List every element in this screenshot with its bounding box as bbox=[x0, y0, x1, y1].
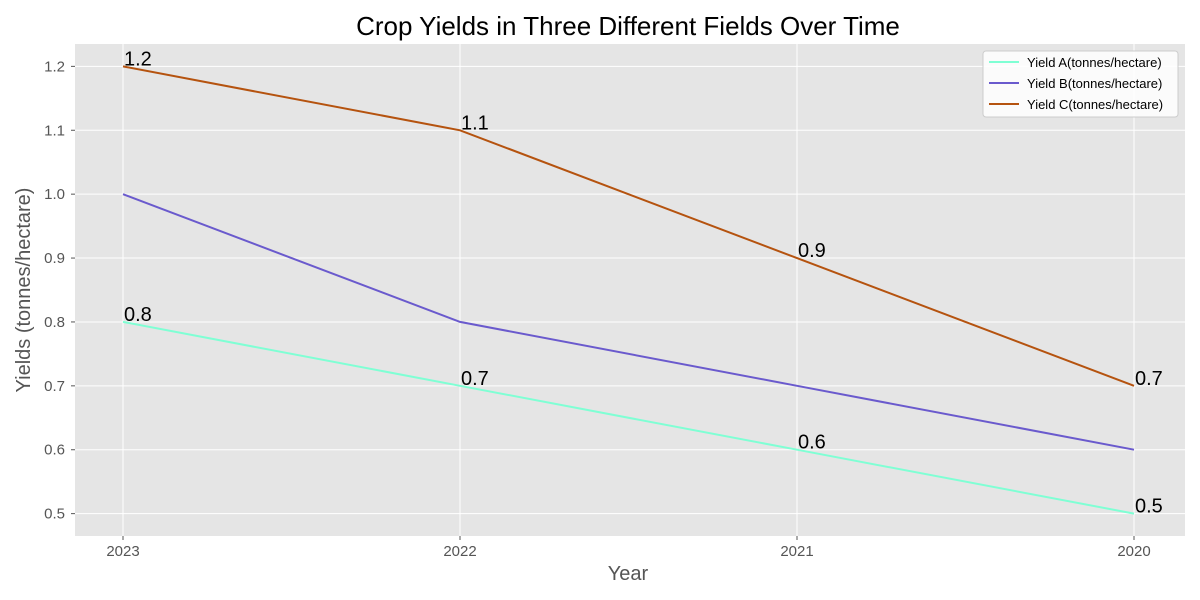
data-labels: 0.8 0.7 0.6 0.5 1.2 1.1 0.9 0.7 bbox=[124, 48, 1163, 517]
y-axis-label: Yields (tonnes/hectare) bbox=[13, 188, 35, 393]
data-label: 1.2 bbox=[124, 48, 152, 70]
x-tick-label: 2022 bbox=[443, 543, 476, 560]
legend: Yield A(tonnes/hectare) Yield B(tonnes/he… bbox=[982, 50, 1179, 118]
data-label: 0.7 bbox=[461, 368, 489, 390]
y-axis-ticks: 0.5 0.6 0.7 0.8 0.9 1.0 1.1 1.2 bbox=[44, 58, 75, 523]
y-tick-label: 0.9 bbox=[44, 250, 65, 267]
data-label: 0.7 bbox=[1135, 368, 1163, 390]
x-tick-label: 2021 bbox=[780, 543, 813, 560]
series-line-2 bbox=[122, 193, 1135, 451]
series-line-3 bbox=[122, 65, 1135, 387]
legend-entry: Yield C(tonnes/hectare) bbox=[1027, 97, 1163, 112]
y-tick-label: 0.8 bbox=[44, 314, 65, 331]
y-tick-label: 0.5 bbox=[44, 506, 65, 523]
y-tick-label: 1.2 bbox=[44, 58, 65, 75]
series-line-1 bbox=[122, 320, 1135, 515]
x-tick-label: 2020 bbox=[1117, 543, 1150, 560]
y-tick-label: 1.0 bbox=[44, 186, 65, 203]
data-label: 0.9 bbox=[798, 240, 826, 262]
y-tick-label: 1.1 bbox=[44, 122, 65, 139]
grid-lines bbox=[75, 44, 1185, 536]
legend-box bbox=[982, 50, 1179, 118]
y-tick-label: 0.6 bbox=[44, 442, 65, 459]
data-label: 0.8 bbox=[124, 304, 152, 326]
x-axis-ticks: 2023 2022 2021 2020 bbox=[106, 536, 1151, 560]
data-label: 0.6 bbox=[798, 432, 826, 454]
series-lines bbox=[122, 65, 1135, 515]
legend-entry: Yield A(tonnes/hectare) bbox=[1027, 55, 1162, 70]
x-axis-label: Year bbox=[608, 563, 649, 585]
data-label: 0.5 bbox=[1135, 496, 1163, 518]
legend-entry: Yield B(tonnes/hectare) bbox=[1027, 76, 1162, 91]
x-tick-label: 2023 bbox=[106, 543, 139, 560]
y-tick-label: 0.7 bbox=[44, 378, 65, 395]
plot-area bbox=[75, 44, 1185, 536]
chart-title: Crop Yields in Three Different Fields Ov… bbox=[356, 11, 900, 41]
data-label: 1.1 bbox=[461, 112, 489, 134]
